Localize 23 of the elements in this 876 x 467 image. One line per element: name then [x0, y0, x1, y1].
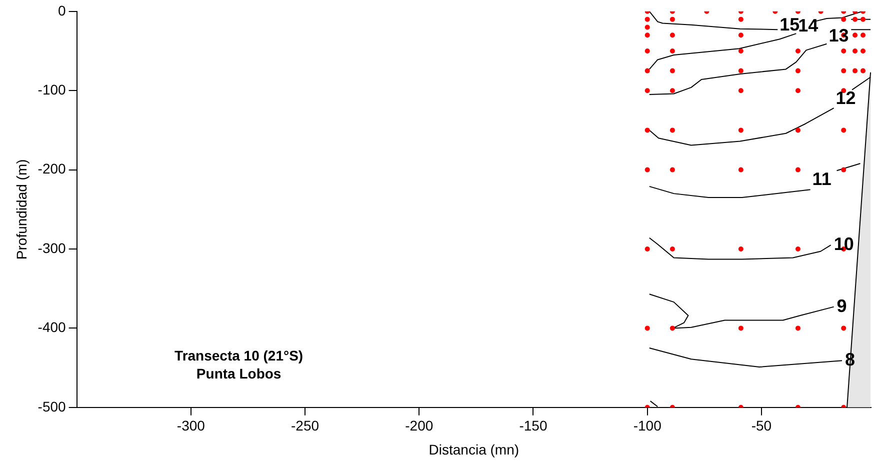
x-tick-label: -50 — [751, 418, 772, 434]
x-tick-label: -100 — [633, 418, 662, 434]
annotation: Punta Lobos — [196, 365, 282, 382]
series-label: 10 — [834, 234, 854, 254]
series-label: 11 — [812, 169, 832, 190]
x-tick-label: -200 — [405, 418, 434, 434]
x-tick-label: -150 — [519, 418, 548, 434]
annotation: Transecta 10 (21°S) — [174, 347, 304, 364]
y-axis-title: Profundidad (m) — [13, 159, 30, 260]
y-tick-label: -300 — [38, 240, 66, 256]
y-tick-label: -200 — [38, 160, 66, 177]
y-tick-label: 0 — [58, 2, 66, 18]
x-axis-title: Distancia (mn) — [428, 441, 520, 458]
y-tick-label: -500 — [38, 398, 66, 414]
series-label: 12 — [836, 88, 856, 108]
y-tick-label: -400 — [38, 319, 66, 336]
series-label: 13 — [828, 26, 849, 46]
series-label: 9 — [836, 296, 847, 316]
series-label: 14 — [798, 15, 818, 36]
x-tick-label: -300 — [176, 418, 206, 434]
series-label: 15 — [780, 14, 800, 35]
y-tick-label: -100 — [38, 81, 66, 98]
x-tick-label: -250 — [291, 418, 320, 434]
